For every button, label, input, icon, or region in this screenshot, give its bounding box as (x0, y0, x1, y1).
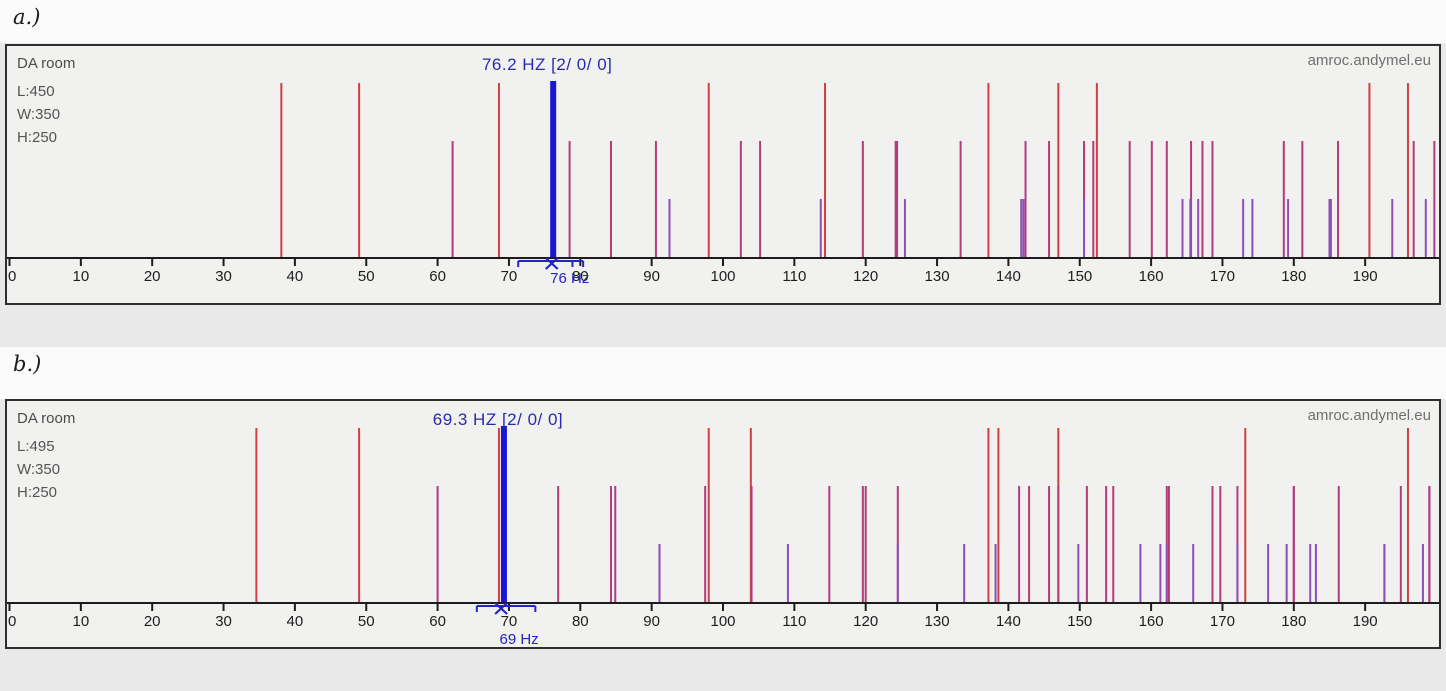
x-axis-tick-label: 40 (287, 613, 304, 630)
x-axis-tick-label: 150 (1067, 268, 1092, 285)
x-axis-tick-label: 120 (853, 613, 878, 630)
x-axis-tick-label: 170 (1210, 268, 1235, 285)
room-length: L:450 (17, 83, 55, 100)
selected-note-x-marker (494, 602, 508, 615)
room-info-b: DA room L:495 W:350 H:250 (17, 407, 75, 504)
x-axis-tick-label: 80 (572, 613, 589, 630)
section-a-band: a.) (0, 0, 1446, 43)
x-axis-tick-label: 160 (1139, 613, 1164, 630)
x-axis-tick-label: 0 (8, 268, 16, 285)
x-axis-tick-label: 30 (215, 613, 232, 630)
mode-spectrum-b: 0 10 20 30 40 50 60 70 80 90 100 110 120 130 140 150 160… (7, 426, 1439, 630)
x-axis-tick-label: 10 (73, 268, 90, 285)
room-width: W:350 (17, 106, 61, 123)
x-axis-tick-label: 20 (144, 268, 161, 285)
x-axis-tick-label: 100 (710, 268, 735, 285)
x-axis-tick-label: 10 (73, 613, 90, 630)
room-height: H:250 (17, 129, 58, 146)
x-axis-tick-label: 170 (1210, 613, 1235, 630)
x-axis-tick-label: 130 (925, 268, 950, 285)
x-axis-tick-label: 100 (710, 613, 735, 630)
selected-note-x-marker (545, 257, 559, 270)
x-axis-tick-label: 180 (1281, 268, 1306, 285)
x-axis-tick-label: 60 (429, 268, 446, 285)
x-axis-tick-label: 30 (215, 268, 232, 285)
x-axis-tick-label: 160 (1139, 268, 1164, 285)
x-axis-tick-label: 120 (853, 268, 878, 285)
x-axis-tick-label: 90 (643, 613, 660, 630)
room-mode-chart-a: 0 10 20 30 40 50 60 70 80 90 100 110 120 130 140 150 160… (5, 44, 1441, 305)
x-axis-tick-label: 60 (429, 613, 446, 630)
x-axis-tick-label: 80 (572, 268, 589, 285)
selected-frequency-label: 76 Hz (550, 270, 590, 287)
section-b-band: b.) (0, 347, 1446, 399)
room-info-a: DA room L:450 W:350 H:250 (17, 52, 75, 149)
x-axis-tick-label: 190 (1353, 268, 1378, 285)
x-axis-tick-label: 130 (925, 613, 950, 630)
selected-mode-title: 76.2 HZ [2/ 0/ 0] (481, 55, 613, 74)
section-b-label: b.) (13, 352, 42, 376)
mode-spectrum-a: 0 10 20 30 40 50 60 70 80 90 100 110 120 130 140 150 160… (7, 81, 1439, 285)
room-width: W:350 (17, 461, 61, 478)
x-axis-tick-label: 110 (782, 613, 806, 630)
room-mode-chart-b: 0 10 20 30 40 50 60 70 80 90 100 110 120 130 140 150 160… (5, 399, 1441, 649)
x-axis-tick-label: 50 (358, 613, 375, 630)
x-axis-tick-label: 140 (996, 268, 1021, 285)
selected-mode-title: 69.3 HZ [2/ 0/ 0] (432, 410, 564, 429)
x-axis-tick-label: 50 (358, 268, 375, 285)
x-axis-tick-label: 20 (144, 613, 161, 630)
x-axis-tick-label: 140 (996, 613, 1021, 630)
room-name: DA room (17, 55, 76, 72)
room-height: H:250 (17, 484, 58, 501)
selected-frequency-label: 69 Hz (499, 631, 539, 648)
x-axis-tick-label: 90 (643, 268, 660, 285)
x-axis-tick-label: 190 (1353, 613, 1378, 630)
room-name: DA room (17, 410, 76, 427)
x-axis-tick-label: 40 (287, 268, 304, 285)
x-axis-tick-label: 110 (782, 268, 806, 285)
x-axis-tick-label: 70 (501, 613, 518, 630)
x-axis-tick-label: 150 (1067, 613, 1092, 630)
x-axis-tick-label: 180 (1281, 613, 1306, 630)
section-a-label: a.) (13, 5, 41, 29)
watermark: amroc.andymel.eu (1307, 52, 1431, 69)
watermark: amroc.andymel.eu (1307, 407, 1431, 424)
room-length: L:495 (17, 438, 55, 455)
x-axis-tick-label: 70 (501, 268, 518, 285)
x-axis-tick-label: 0 (8, 613, 16, 630)
